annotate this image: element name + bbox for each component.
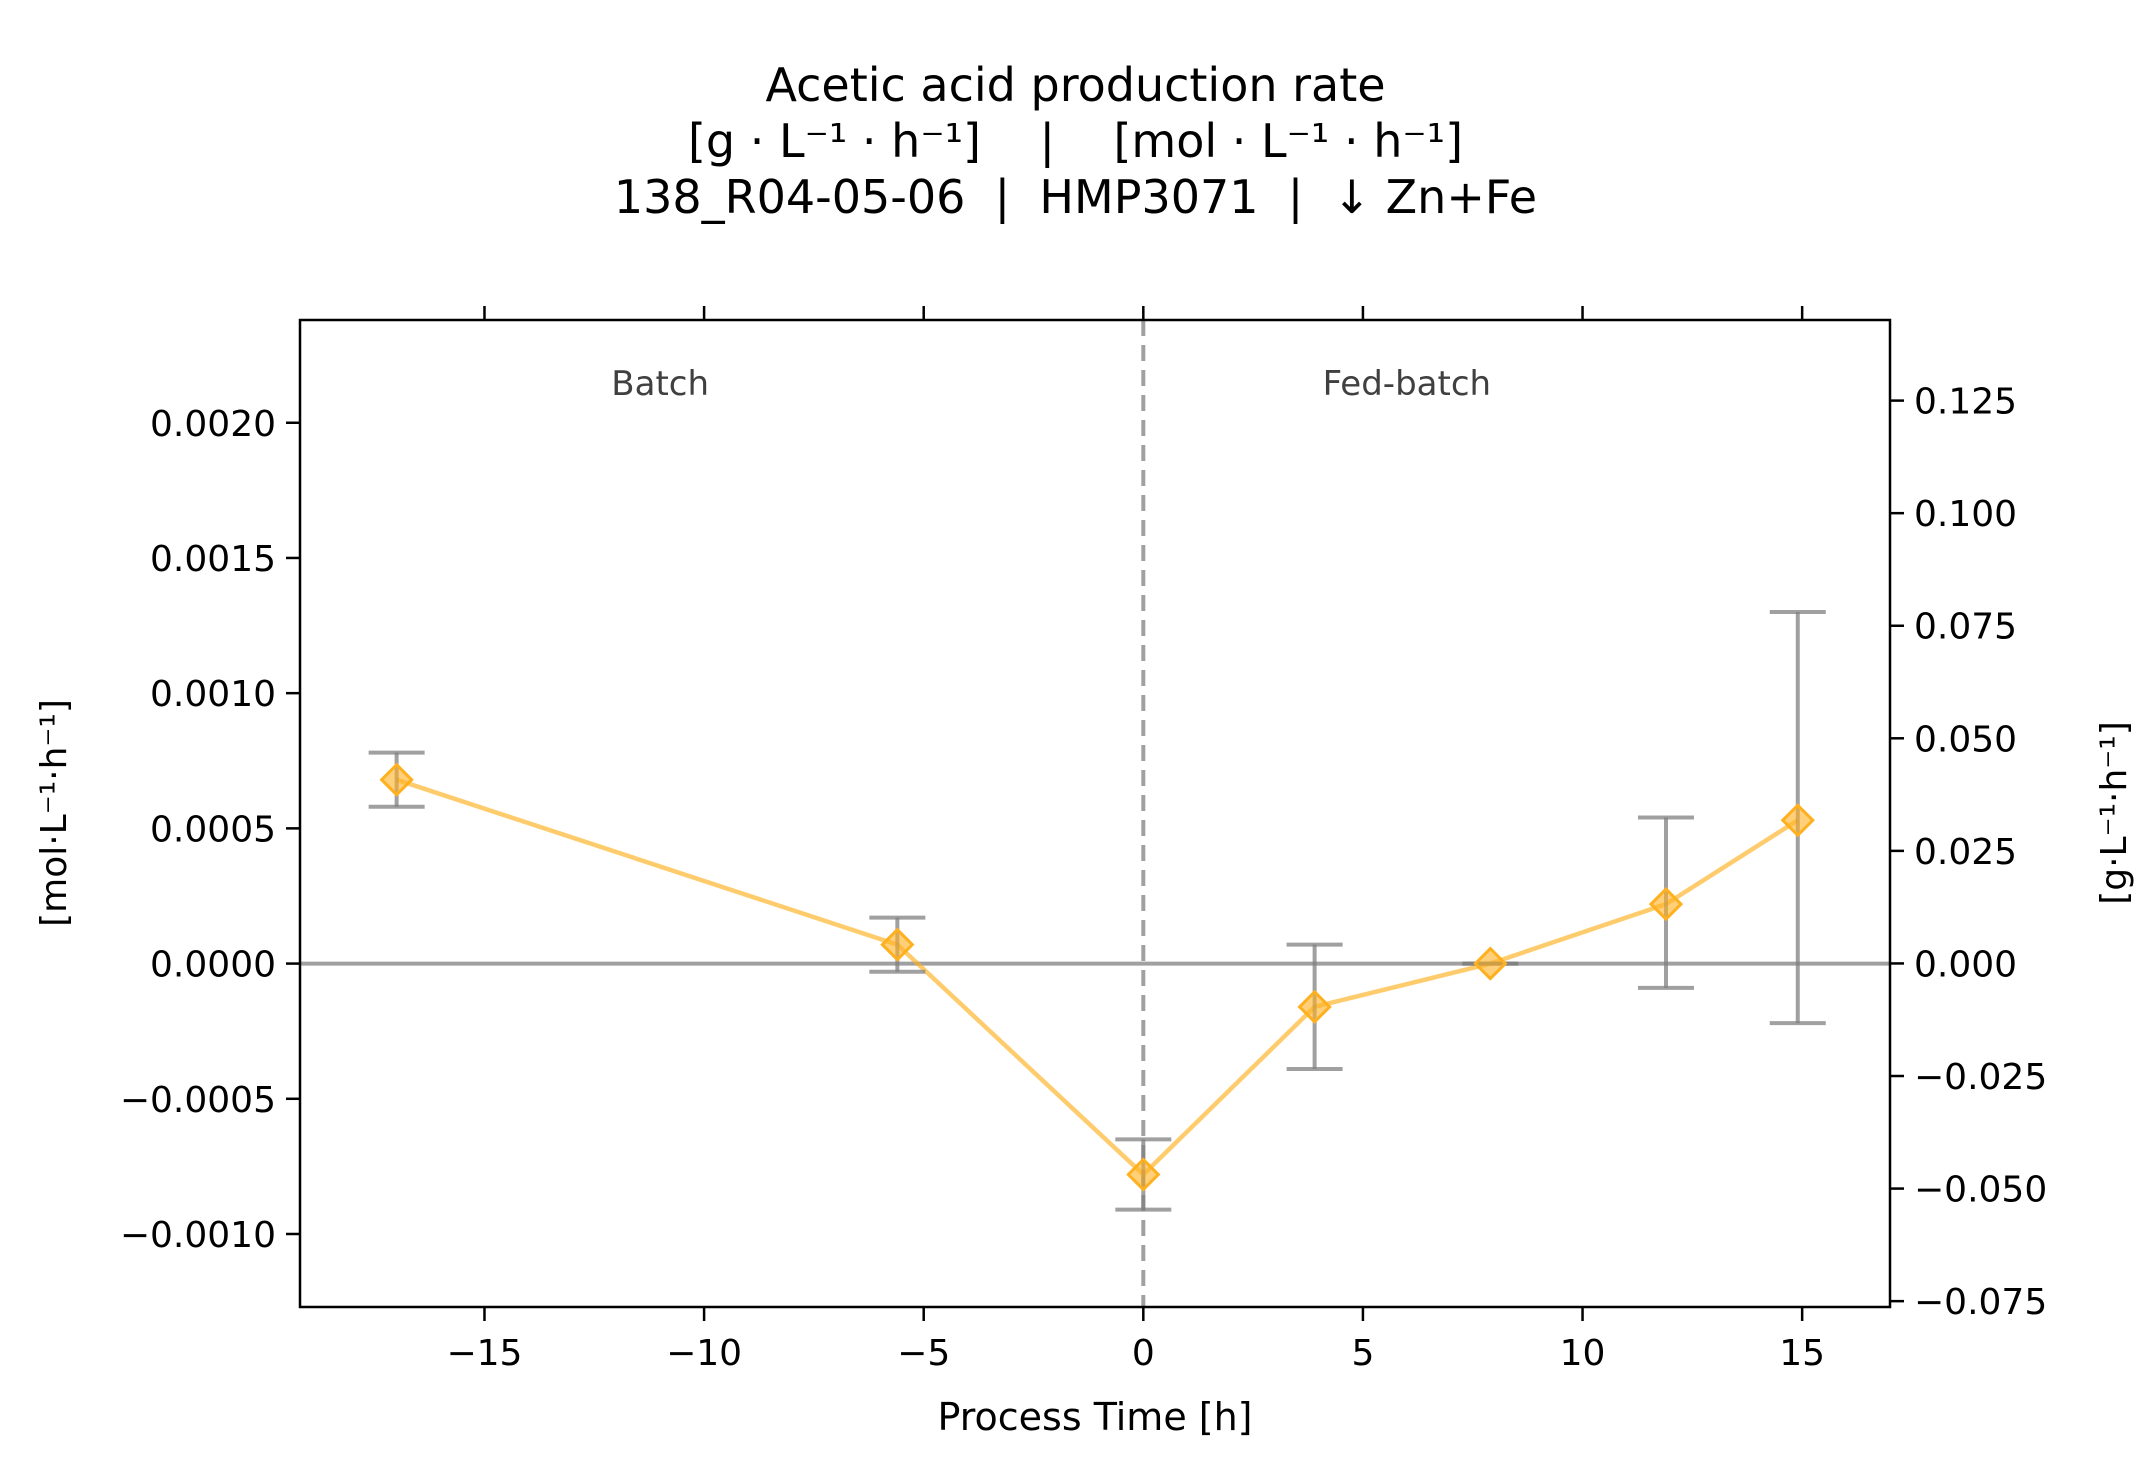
y-right-tick-label-0: −0.075: [1914, 1282, 2047, 1323]
plot-frame: [298, 318, 1892, 1309]
data-point-3: [1297, 989, 1332, 1024]
y-left-tick-label-1: −0.0005: [120, 1080, 276, 1121]
y-axis-left-label: [mol·L⁻¹·h⁻¹]: [34, 699, 75, 927]
x-tick-label-1: −10: [666, 1333, 742, 1374]
y-left-tick-label-4: 0.0010: [150, 674, 276, 715]
axis-layer: −15 −10 −5 0 5 10 15 −0.0010 −0.0005 0.0000 0.0005…: [120, 306, 2047, 1374]
data-point-4: [1473, 946, 1508, 981]
phase-label-0: Batch: [611, 364, 709, 404]
chart-title-line-1: Acetic acid production rate: [765, 58, 1386, 112]
y-left-tick-label-0: −0.0010: [120, 1215, 276, 1256]
chart-title-line-3: 138_R04-05-06 | HMP3071 | ↓ Zn+Fe: [613, 170, 1538, 224]
phase-label-1: Fed-batch: [1323, 364, 1491, 404]
y-left-tick-label-3: 0.0005: [150, 809, 276, 850]
data-point-5: [1648, 886, 1684, 922]
y-right-tick-label-4: 0.025: [1914, 832, 2017, 873]
data-point-2: [1126, 1157, 1161, 1192]
y-axis-right-label: [g·L⁻¹·h⁻¹]: [2094, 721, 2135, 905]
chart-title-line-2: [g · L⁻¹ · h⁻¹] | [mol · L⁻¹ · h⁻¹]: [687, 114, 1464, 168]
data-point-1: [880, 927, 915, 962]
x-tick-label-6: 15: [1779, 1333, 1825, 1374]
x-tick-label-4: 5: [1351, 1333, 1374, 1374]
y-right-tick-label-8: 0.125: [1914, 382, 2017, 423]
data-point-6: [1780, 803, 1815, 838]
y-right-tick-label-7: 0.100: [1914, 494, 2017, 535]
series-line: [395, 777, 1799, 1178]
x-tick-label-0: −15: [446, 1333, 522, 1374]
x-tick-label-2: −5: [897, 1333, 950, 1374]
x-tick-label-3: 0: [1132, 1333, 1155, 1374]
y-right-tick-label-1: −0.050: [1914, 1170, 2047, 1211]
y-left-tick-label-6: 0.0020: [150, 404, 276, 445]
y-left-tick-label-2: 0.0000: [150, 945, 276, 986]
x-tick-label-5: 10: [1560, 1333, 1606, 1374]
y-right-tick-label-2: −0.025: [1914, 1057, 2047, 1098]
y-right-tick-label-5: 0.050: [1914, 719, 2017, 760]
plot-layer: Batch Fed-batch: [300, 320, 1890, 1307]
x-axis-label: Process Time [h]: [937, 1395, 1252, 1439]
data-point-0: [379, 762, 414, 797]
y-right-tick-label-3: 0.000: [1914, 944, 2017, 985]
y-left-tick-label-5: 0.0015: [150, 539, 276, 580]
y-right-tick-label-6: 0.075: [1914, 607, 2017, 648]
